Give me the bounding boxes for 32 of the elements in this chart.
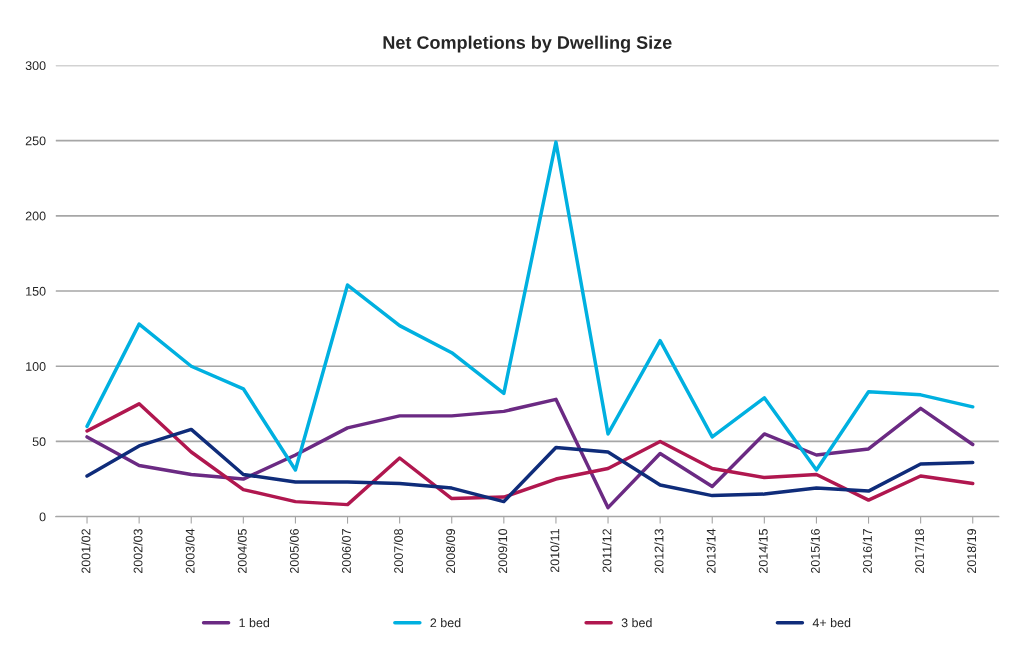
x-tick-label: 2013/14 [706,528,716,574]
y-tick-label: 250 [25,136,46,146]
x-tick-label: 2016/17 [862,529,872,574]
legend-label: 3 bed [621,618,652,628]
x-tick-label: 2015/16 [810,529,820,574]
x-tick-label: 2003/04 [185,528,195,574]
y-tick-label: 300 [25,61,46,71]
x-tick-label: 2007/08 [393,529,403,574]
x-tick-label: 2014/15 [758,528,768,574]
legend-label: 4+ bed [812,618,851,628]
legend-label: 1 bed [239,618,270,628]
x-tick-label: 2012/13 [654,529,664,574]
x-tick-label: 2004/05 [237,528,247,574]
y-tick-label: 0 [39,512,46,522]
x-tick-label: 2008/09 [445,529,456,574]
x-tick-label: 2011/12 [602,529,612,573]
legend-label: 2 bed [430,618,461,628]
line-series [85,427,975,504]
x-tick-label: 2002/03 [133,529,143,574]
x-tick-label: 2009/10 [498,528,508,574]
x-tick-label: 2006/07 [341,529,351,574]
x-tick-label: 2018/19 [966,529,977,574]
y-tick-label: 150 [26,286,46,296]
x-tick-label: 2017/18 [914,529,924,574]
y-tick-label: 100 [26,362,46,371]
y-tick-label: 50 [32,437,46,447]
chart-title: Net Completions by Dwelling Size [383,35,672,53]
y-tick-label: 200 [25,211,46,221]
x-tick-label: 2010/11 [550,529,560,573]
x-tick-label: 2001/02 [81,529,91,574]
x-tick-label: 2005/06 [289,529,299,574]
line-series [85,140,975,472]
